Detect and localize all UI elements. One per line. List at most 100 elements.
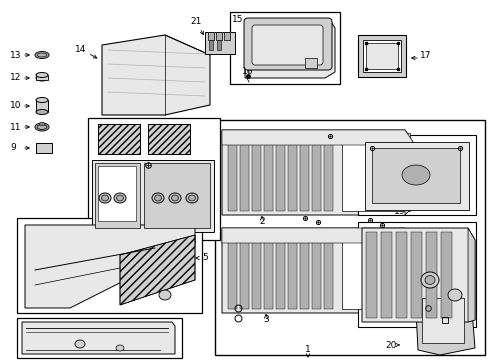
Polygon shape	[222, 130, 414, 215]
Text: 21: 21	[190, 18, 201, 27]
Text: 15: 15	[231, 15, 243, 24]
Bar	[208, 40, 213, 50]
Bar	[143, 163, 209, 228]
Bar	[251, 231, 261, 309]
Bar	[204, 32, 235, 54]
Bar	[275, 133, 285, 211]
Bar	[299, 133, 308, 211]
Ellipse shape	[447, 289, 461, 301]
Ellipse shape	[36, 109, 48, 114]
Bar	[299, 231, 308, 309]
Bar	[324, 133, 332, 211]
Polygon shape	[244, 20, 334, 78]
Bar	[305, 58, 316, 68]
Bar	[216, 32, 222, 40]
Bar	[148, 124, 190, 154]
Text: 13: 13	[10, 50, 21, 59]
Bar	[324, 231, 332, 309]
Text: 18: 18	[371, 280, 383, 289]
Ellipse shape	[99, 193, 111, 203]
Text: 16: 16	[242, 68, 253, 77]
Text: 19: 19	[393, 207, 405, 216]
Bar	[357, 35, 405, 77]
Ellipse shape	[188, 195, 195, 201]
Bar	[380, 232, 391, 318]
Text: 8: 8	[130, 166, 136, 175]
Bar	[240, 133, 248, 211]
Ellipse shape	[75, 340, 85, 348]
Bar	[371, 148, 459, 203]
Bar	[215, 120, 484, 355]
Text: 11: 11	[10, 122, 21, 131]
Bar	[264, 231, 272, 309]
Bar	[17, 218, 202, 313]
Bar	[264, 133, 272, 211]
Ellipse shape	[102, 195, 108, 201]
Text: 12: 12	[10, 73, 21, 82]
Polygon shape	[25, 225, 195, 308]
Text: 5: 5	[202, 253, 207, 262]
Polygon shape	[404, 130, 414, 215]
Polygon shape	[361, 228, 474, 322]
Bar	[421, 298, 463, 343]
Bar	[240, 231, 248, 309]
Bar	[148, 124, 190, 154]
Bar	[287, 231, 296, 309]
Bar	[251, 133, 261, 211]
Polygon shape	[414, 280, 474, 355]
Bar	[341, 231, 409, 309]
Ellipse shape	[39, 122, 45, 126]
Ellipse shape	[420, 272, 438, 288]
Ellipse shape	[401, 165, 429, 185]
Bar	[98, 124, 140, 154]
Text: 1: 1	[305, 346, 310, 355]
Text: 7: 7	[193, 174, 199, 183]
Bar	[224, 32, 229, 40]
Ellipse shape	[114, 193, 126, 203]
Text: 10: 10	[10, 102, 21, 111]
Bar	[364, 142, 468, 210]
Ellipse shape	[152, 193, 163, 203]
Bar	[217, 40, 221, 50]
Text: 3: 3	[263, 315, 268, 324]
Bar	[395, 232, 406, 318]
FancyBboxPatch shape	[251, 25, 323, 65]
Ellipse shape	[159, 290, 171, 300]
Ellipse shape	[37, 125, 47, 130]
Bar	[98, 166, 136, 221]
Polygon shape	[222, 228, 414, 313]
Bar	[36, 143, 52, 153]
Ellipse shape	[185, 193, 198, 203]
Bar	[36, 100, 48, 112]
Text: 14: 14	[75, 45, 86, 54]
Text: 20: 20	[384, 341, 396, 350]
Bar	[98, 124, 140, 154]
Ellipse shape	[424, 275, 434, 284]
Bar	[311, 133, 320, 211]
Polygon shape	[404, 228, 414, 313]
Bar	[88, 118, 220, 240]
Text: 6: 6	[102, 332, 108, 341]
Ellipse shape	[36, 72, 48, 77]
Text: 17: 17	[419, 51, 430, 60]
Ellipse shape	[116, 195, 123, 201]
Bar	[92, 160, 214, 232]
Bar	[365, 232, 376, 318]
Text: 9: 9	[10, 144, 16, 153]
Bar	[425, 232, 436, 318]
Bar	[440, 232, 451, 318]
Text: 4: 4	[450, 301, 456, 310]
Polygon shape	[102, 35, 209, 115]
Ellipse shape	[169, 193, 181, 203]
Bar	[341, 133, 409, 211]
Polygon shape	[467, 228, 474, 322]
Polygon shape	[120, 235, 195, 305]
Bar	[36, 75, 48, 80]
Bar	[311, 231, 320, 309]
Bar	[207, 32, 214, 40]
Polygon shape	[22, 322, 175, 354]
Bar	[227, 231, 237, 309]
Ellipse shape	[35, 51, 49, 58]
Text: 2: 2	[259, 217, 264, 226]
Ellipse shape	[35, 123, 49, 131]
